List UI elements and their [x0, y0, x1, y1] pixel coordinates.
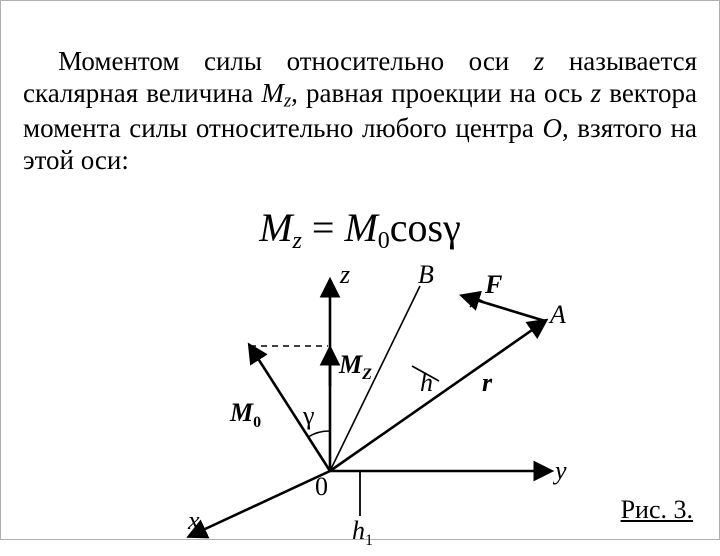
formula: Mz = M0cosγ	[23, 204, 697, 255]
figure-wrap: z B F A r h MZ M0 γ x y 0 h1	[23, 261, 697, 556]
def-part3: , равная проекции на ось	[291, 78, 590, 108]
label-F: F	[484, 270, 502, 299]
def-part1: Моментом силы относительно оси	[58, 46, 534, 76]
figure-caption: Рис. 3.	[621, 495, 693, 525]
label-x: x	[187, 506, 200, 535]
vector-F	[463, 296, 545, 321]
label-y: y	[552, 456, 567, 485]
label-z: z	[339, 261, 350, 289]
label-h: h	[420, 368, 433, 397]
formula-zero: 0	[378, 228, 390, 254]
label-M0: M0	[229, 398, 261, 431]
label-r: r	[482, 368, 493, 397]
formula-gamma: γ	[443, 205, 461, 250]
formula-cos: cos	[390, 205, 443, 250]
label-B: B	[418, 261, 434, 289]
vector-r	[330, 321, 545, 471]
figure-svg: z B F A r h MZ M0 γ x y 0 h1	[130, 261, 590, 551]
label-gamma: γ	[302, 401, 315, 430]
page-container: Моментом силы относительно оси z называе…	[0, 0, 720, 540]
vector-M0	[250, 346, 330, 471]
formula-z: z	[293, 228, 302, 254]
formula-M2: M	[344, 205, 377, 250]
formula-eq: =	[302, 205, 345, 250]
label-h1: h1	[352, 516, 373, 549]
definition-text: Моментом силы относительно оси z называе…	[23, 46, 697, 177]
label-A: A	[548, 300, 566, 329]
label-origin: 0	[315, 472, 328, 501]
arc-gamma	[308, 431, 330, 437]
label-Mz: MZ	[338, 350, 372, 383]
def-O: O	[542, 113, 562, 143]
def-M: M	[261, 78, 284, 108]
def-z2: z	[591, 78, 602, 108]
def-z1: z	[534, 46, 545, 76]
axis-x	[190, 471, 330, 536]
formula-M1: M	[259, 205, 292, 250]
